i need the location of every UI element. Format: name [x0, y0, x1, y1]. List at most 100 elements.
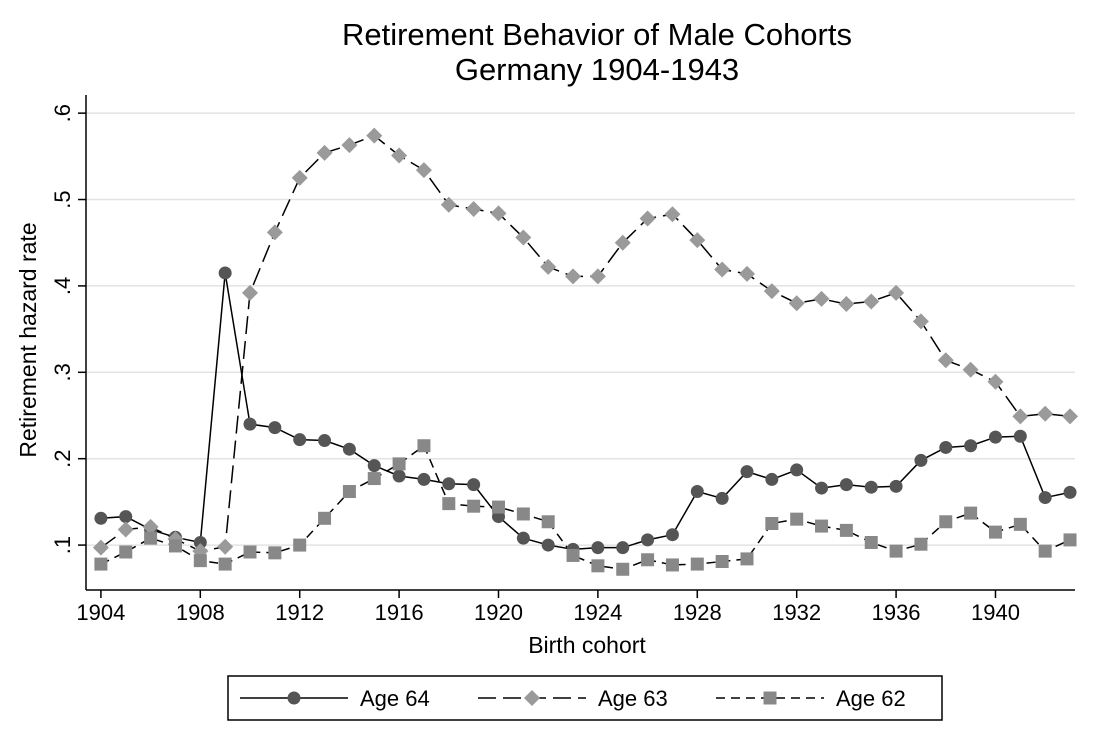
series-line [100, 444, 1071, 571]
marker [964, 439, 978, 453]
marker [714, 261, 731, 278]
marker [614, 234, 631, 251]
marker [243, 545, 257, 559]
marker [541, 515, 555, 529]
marker [939, 440, 953, 454]
chart-subtitle: Germany 1904-1943 [455, 52, 739, 87]
marker [417, 439, 431, 453]
marker [243, 417, 257, 431]
marker [715, 554, 729, 568]
marker [94, 511, 108, 525]
marker [342, 485, 356, 499]
marker [690, 557, 704, 571]
marker [367, 459, 381, 473]
marker [912, 313, 929, 330]
marker [616, 562, 630, 576]
marker [664, 206, 681, 223]
y-tick-label: .6 [50, 104, 75, 122]
marker [740, 465, 754, 479]
marker [788, 295, 805, 312]
marker [988, 525, 1002, 539]
marker [641, 533, 655, 547]
marker [144, 531, 158, 545]
marker [937, 352, 954, 369]
marker [987, 373, 1004, 390]
marker [117, 521, 134, 538]
marker [565, 268, 582, 285]
marker [491, 500, 505, 514]
chart-title: Retirement Behavior of Male Cohorts [342, 17, 852, 52]
marker [813, 290, 830, 307]
legend-label: Age 63 [598, 686, 668, 711]
marker [119, 545, 133, 559]
marker [1063, 533, 1077, 547]
marker [715, 491, 729, 505]
marker [914, 537, 928, 551]
marker [1013, 429, 1027, 443]
marker [1037, 405, 1054, 422]
marker [318, 434, 332, 448]
marker [217, 538, 234, 555]
x-tick-label: 1928 [673, 600, 722, 625]
marker [541, 538, 555, 552]
marker [392, 469, 406, 483]
x-tick-label: 1932 [772, 600, 821, 625]
marker [1063, 485, 1077, 499]
marker [142, 518, 159, 535]
x-tick-label: 1940 [971, 600, 1020, 625]
marker [417, 472, 431, 486]
marker [490, 205, 507, 222]
x-tick-label: 1916 [375, 600, 424, 625]
marker [864, 535, 878, 549]
marker [616, 541, 630, 555]
marker [738, 265, 755, 282]
marker [342, 442, 356, 456]
marker [516, 531, 530, 545]
marker [790, 512, 804, 526]
marker [962, 361, 979, 378]
marker [763, 283, 780, 300]
marker [665, 528, 679, 542]
marker [763, 691, 777, 705]
marker [589, 268, 606, 285]
marker [465, 201, 482, 218]
marker [1038, 491, 1052, 505]
marker [566, 548, 580, 562]
marker [218, 557, 232, 571]
marker [863, 293, 880, 310]
legend-label: Age 62 [836, 686, 906, 711]
marker [740, 552, 754, 566]
marker [540, 258, 557, 275]
marker [864, 480, 878, 494]
marker [1062, 408, 1079, 425]
x-tick-label: 1908 [176, 600, 225, 625]
marker [293, 538, 307, 552]
marker [524, 690, 540, 706]
marker [316, 144, 333, 161]
marker [815, 481, 829, 495]
marker [838, 296, 855, 313]
marker [964, 506, 978, 520]
marker [591, 541, 605, 555]
x-tick-label: 1924 [573, 600, 622, 625]
marker [218, 266, 232, 280]
x-tick-label: 1920 [474, 600, 523, 625]
marker [889, 479, 903, 493]
marker [1012, 408, 1029, 425]
marker [839, 523, 853, 537]
x-axis-label: Birth cohort [528, 632, 646, 658]
marker [266, 224, 283, 241]
marker [268, 546, 282, 560]
marker [1013, 517, 1027, 531]
marker [119, 510, 133, 524]
marker [641, 553, 655, 567]
y-tick-label: .5 [50, 190, 75, 208]
marker [939, 515, 953, 529]
marker [1038, 544, 1052, 558]
series-line [100, 272, 1071, 551]
marker [442, 477, 456, 491]
legend: Age 64 Age 63 Age 62 [227, 675, 943, 721]
marker [92, 539, 109, 556]
marker [366, 127, 383, 144]
